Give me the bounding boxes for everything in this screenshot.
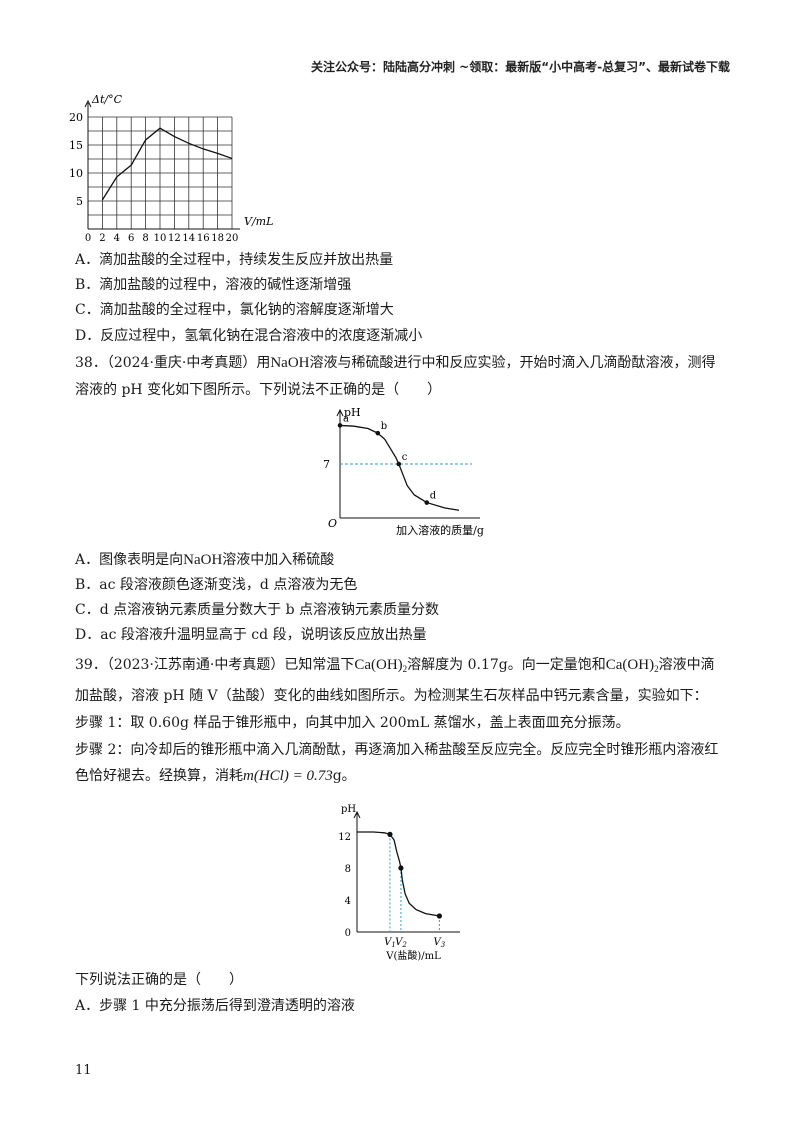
q39-step2-unit: g。 — [332, 768, 356, 784]
q38-stem-line1: 38．（2024·重庆·中考真题）用NaOH溶液与稀硫酸进行中和反应实验，开始时… — [75, 353, 716, 373]
y-tick-label: 15 — [69, 139, 83, 152]
temperature-series-line — [101, 127, 233, 201]
page-number: 11 — [75, 1063, 92, 1078]
x-tick-label: 0 — [85, 233, 91, 244]
q39-question: 下列说法正确的是（ ） — [75, 972, 243, 988]
data-point — [436, 913, 442, 919]
q39-stem-text-3: 溶液中滴 — [658, 657, 715, 673]
y-axis-label: pH — [341, 804, 356, 815]
q39-step2-cont: 色恰好褪去。经换算，消耗m(HCl) = 0.73g。 — [75, 766, 356, 786]
hcl-mass: m(HCl) = 0.73 — [243, 768, 333, 784]
page-header: 关注公众号：陆陆高分冲刺 ~领取：最新版“小中高考-总复习”、最新试卷下载 — [311, 60, 730, 74]
q38-option-a-text: A．图像表明是向 — [75, 552, 184, 568]
x-tick-label: V1 — [384, 937, 396, 949]
q39-stem-text-2: 溶解度为 0.17g。向一定量饱和 — [407, 657, 606, 673]
y-axis-arrow — [336, 408, 344, 417]
q39-step2: 步骤 2：向冷却后的锥形瓶中滴入几滴酚酞，再逐滴加入稀盐酸至反应完全。反应完全时… — [75, 742, 719, 758]
y-tick-label: 7 — [323, 458, 330, 471]
x-tick-label: 18 — [211, 233, 224, 244]
x-tick-sub: 2 — [401, 941, 407, 949]
caoh2-formula: Ca(OH)2 — [354, 657, 408, 674]
ph-curve-chart: pH O 加入溶液的质量/g 7 a b c d — [323, 406, 484, 537]
y-tick-label: 10 — [69, 167, 83, 180]
q39-step2-text: 色恰好褪去。经换算，消耗 — [75, 768, 243, 784]
data-point — [398, 865, 404, 871]
y-tick-label: 5 — [76, 195, 83, 208]
y-axis-label: pH — [344, 406, 361, 419]
y-tick-label: 20 — [69, 111, 83, 124]
naoh-formula: NaOH — [270, 355, 310, 371]
ph-titration-curve — [357, 831, 440, 917]
point-label-c: c — [402, 452, 408, 463]
x-axis-label: V(盐酸)/mL — [385, 949, 441, 962]
origin-label: O — [328, 517, 337, 530]
q38-option-b: B．ac 段溶液颜色逐渐变浅，d 点溶液为无色 — [75, 577, 358, 593]
x-axis-label: 加入溶液的质量/g — [396, 523, 484, 537]
y-tick-label: 0 — [345, 928, 351, 939]
y-axis-arrow — [353, 810, 361, 819]
x-tick-label: 8 — [142, 233, 148, 244]
q39-stem-text: 39．（2023·江苏南通·中考真题）已知常温下 — [75, 657, 355, 673]
q38-stem-text: 38．（2024·重庆·中考真题）用 — [75, 355, 271, 371]
x-axis-label: V/mL — [244, 215, 273, 228]
ph-titration-chart: pH 0 4 8 12 V1 V2 V3V(盐酸)/mL — [338, 804, 460, 962]
ph-curve — [339, 424, 460, 511]
data-point — [387, 831, 393, 837]
q37-option-c: C．滴加盐酸的全过程中，氯化钠的溶解度逐渐增大 — [75, 302, 394, 318]
x-tick-label: 6 — [128, 233, 134, 244]
q37-option-b: B．滴加盐酸的过程中，溶液的碱性逐渐增强 — [75, 277, 352, 293]
q38-stem-text-2: 溶液与稀硫酸进行中和反应实验，开始时滴入几滴酚酞溶液，测得 — [309, 355, 716, 371]
x-tick-label: 4 — [114, 233, 120, 244]
y-axis-arrow — [84, 99, 92, 108]
point-label-d: d — [430, 491, 437, 502]
q39-stem-line2: 加盐酸，溶液 pH 随 V（盐酸）变化的曲线如图所示。为检测某生石灰样品中钙元素… — [75, 688, 708, 704]
x-tick-label: 12 — [168, 233, 181, 244]
y-tick-label: 8 — [345, 864, 351, 875]
x-tick-label: 16 — [197, 233, 210, 244]
point-a — [337, 423, 343, 428]
x-tick-label: 2 — [99, 233, 105, 244]
point-b — [375, 430, 381, 436]
caoh2-formula: Ca(OH)2 — [605, 657, 659, 674]
q38-option-a-text-2: 溶液中加入稀硫酸 — [222, 552, 335, 568]
caoh2-main: Ca(OH) — [605, 657, 655, 673]
y-tick-label: 12 — [338, 832, 351, 843]
x-tick-label: 10 — [154, 233, 167, 244]
caoh2-sub: 2 — [402, 664, 408, 674]
q37-option-d: D．反应过程中，氢氧化钠在混合溶液中的浓度逐渐减小 — [75, 328, 423, 344]
caoh2-main: Ca(OH) — [354, 657, 403, 673]
x-tick-sub: 1 — [391, 941, 395, 949]
x-tick-label: V3 — [434, 937, 446, 949]
q39-stem-line1: 39．（2023·江苏南通·中考真题）已知常温下Ca(OH)2溶解度为 0.17… — [75, 655, 715, 679]
x-tick-label: 20 — [226, 233, 239, 244]
point-label-a: a — [343, 413, 349, 424]
caoh2-sub: 2 — [654, 664, 659, 674]
point-c — [396, 461, 402, 467]
q38-option-c: C．d 点溶液钠元素质量分数大于 b 点溶液钠元素质量分数 — [75, 602, 439, 618]
x-tick-sub: 3 — [441, 941, 446, 949]
y-tick-label: 4 — [345, 896, 351, 907]
q39-option-a: A．步骤 1 中充分振荡后得到澄清透明的溶液 — [75, 998, 355, 1014]
y-axis-label: Δt/°C — [91, 93, 123, 106]
q37-option-a: A．滴加盐酸的全过程中，持续发生反应并放出热量 — [75, 252, 394, 268]
q39-step1: 步骤 1：取 0.60g 样品于锥形瓶中，向其中加入 200mL 蒸馏水，盖上表… — [75, 715, 630, 731]
q38-stem-line2: 溶液的 pH 变化如下图所示。下列说法不正确的是（ ） — [75, 382, 442, 398]
point-d — [424, 500, 430, 505]
naoh-formula: NaOH — [183, 552, 223, 568]
x-tick-label: V2 — [395, 937, 407, 949]
point-label-b: b — [381, 421, 387, 432]
q38-option-a: A．图像表明是向NaOH溶液中加入稀硫酸 — [75, 550, 334, 570]
x-tick-label: 14 — [182, 233, 195, 244]
q38-option-d: D．ac 段溶液升温明显高于 cd 段，说明该反应放出热量 — [75, 627, 427, 643]
